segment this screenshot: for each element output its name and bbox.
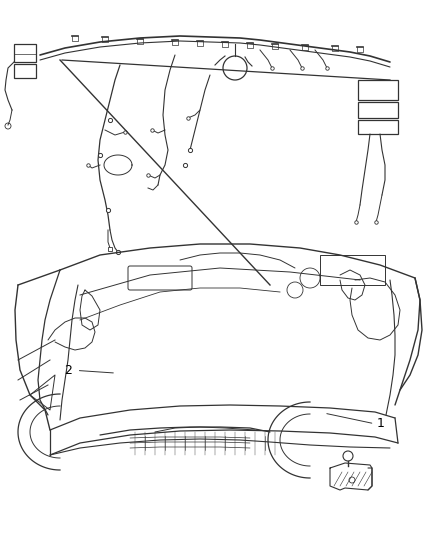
Bar <box>14 64 36 78</box>
Bar <box>358 80 398 100</box>
Bar <box>358 120 398 134</box>
Bar <box>320 255 385 285</box>
Bar <box>358 102 398 118</box>
Bar <box>14 44 36 62</box>
Text: 2: 2 <box>64 364 72 377</box>
Text: 1: 1 <box>377 417 385 430</box>
